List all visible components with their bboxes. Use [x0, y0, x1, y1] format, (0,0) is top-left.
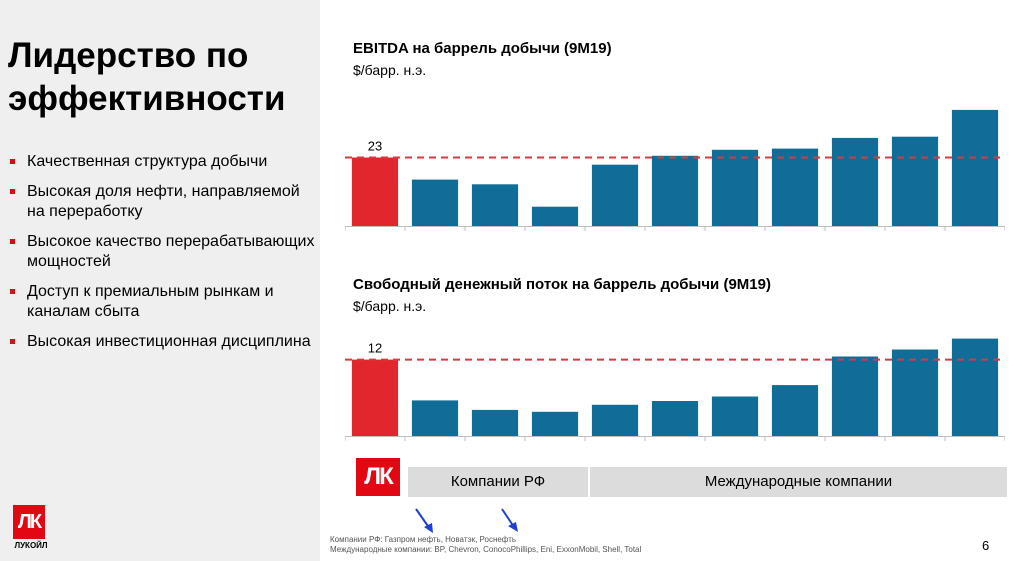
bar-peer — [832, 138, 878, 226]
lukoil-logo: ЛК ЛУКОЙЛ — [8, 505, 52, 555]
bar-lukoil — [352, 360, 398, 436]
fcf-chart: 12 — [345, 325, 1005, 450]
chart-2-title: Свободный денежный поток на баррель добы… — [353, 276, 771, 293]
bar-peer — [652, 401, 698, 436]
bullet-text: Высокое качество перерабатывающих мощнос… — [27, 233, 314, 270]
lukoil-logo-text: ЛУКОЙЛ — [8, 541, 54, 550]
bar-peer — [892, 137, 938, 226]
bullet-list: Качественная структура добычи Высокая до… — [8, 152, 316, 362]
footnote-russian: Компании РФ: Газпром нефть, Новатэк, Рос… — [330, 535, 641, 545]
bullet-item: Высокая инвестиционная дисциплина — [8, 332, 316, 352]
legend-international-companies: Международные компании — [590, 467, 1007, 497]
bullet-item: Доступ к премиальным рынкам и каналам сб… — [8, 282, 316, 322]
bar-peer — [832, 357, 878, 437]
chart-1-unit: $/барр. н.э. — [353, 62, 426, 78]
slide-title: Лидерство по эффективности — [8, 34, 313, 120]
left-panel: Лидерство по эффективности Качественная … — [0, 0, 320, 561]
data-label: 12 — [368, 341, 382, 356]
bullet-item: Качественная структура добычи — [8, 152, 316, 172]
bar-peer — [532, 207, 578, 226]
bullet-item: Высокая доля нефти, направляемой на пере… — [8, 182, 316, 222]
footnote-arrows — [410, 505, 530, 535]
bar-peer — [472, 410, 518, 436]
bar-peer — [892, 350, 938, 437]
bar-peer — [412, 180, 458, 226]
footnote-international: Международные компании: BP, Chevron, Con… — [330, 545, 641, 555]
bar-peer — [712, 150, 758, 226]
bar-peer — [772, 385, 818, 436]
data-label: 23 — [368, 139, 382, 154]
bullet-text: Высокая доля нефти, направляемой на пере… — [27, 183, 300, 220]
bullet-marker — [10, 339, 15, 344]
bar-peer — [952, 339, 998, 436]
footnotes: Компании РФ: Газпром нефть, Новатэк, Рос… — [330, 535, 641, 555]
page-number: 6 — [982, 538, 989, 553]
arrow-down-right-icon — [502, 509, 518, 532]
bullet-item: Высокое качество перерабатывающих мощнос… — [8, 232, 316, 272]
bar-peer — [652, 156, 698, 226]
bar-peer — [712, 397, 758, 437]
bullet-marker — [10, 239, 15, 244]
bar-peer — [952, 110, 998, 226]
bar-peer — [772, 149, 818, 226]
bullet-marker — [10, 289, 15, 294]
bar-peer — [532, 412, 578, 436]
arrow-down-right-icon — [416, 509, 433, 533]
bar-lukoil — [352, 158, 398, 227]
bar-peer — [592, 165, 638, 226]
bullet-text: Высокая инвестиционная дисциплина — [27, 333, 311, 350]
bar-peer — [592, 405, 638, 436]
bullet-text: Доступ к премиальным рынкам и каналам сб… — [27, 283, 274, 320]
ebitda-chart: 23 — [345, 95, 1005, 240]
lukoil-logo-icon: ЛК — [13, 505, 45, 539]
bar-peer — [412, 400, 458, 436]
bar-peer — [472, 184, 518, 226]
chart-2-unit: $/барр. н.э. — [353, 298, 426, 314]
bullet-marker — [10, 189, 15, 194]
bullet-marker — [10, 159, 15, 164]
bullet-text: Качественная структура добычи — [27, 153, 267, 170]
chart-1-title: EBITDA на баррель добычи (9M19) — [353, 40, 612, 57]
legend-lukoil-icon: ЛК — [356, 458, 400, 496]
legend-russian-companies: Компании РФ — [408, 467, 588, 497]
